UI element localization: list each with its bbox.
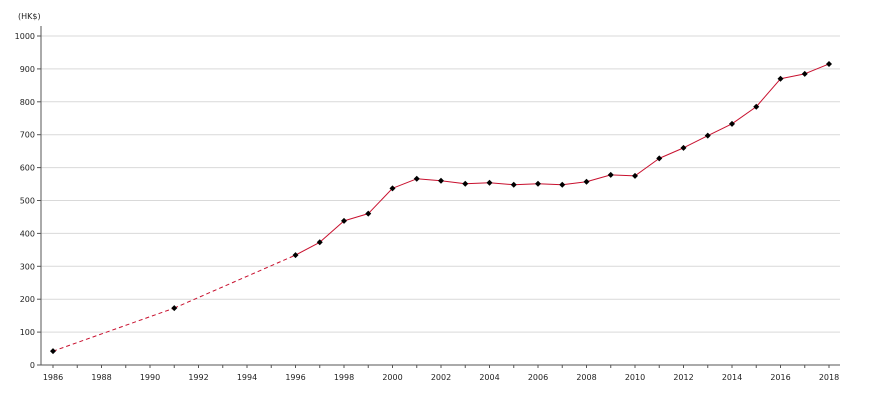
x-tick-label-2004: 2004 [479,373,499,382]
data-point-2010 [632,172,638,179]
data-point-1997 [316,239,323,246]
gridlines [41,35,840,333]
data-point-2005 [510,181,517,188]
x-tick-label-2018: 2018 [819,373,839,382]
data-point-2014 [729,120,735,127]
series-markers [50,60,832,355]
data-point-1998 [341,217,347,224]
series-segment-1996-1997 [295,241,320,256]
data-point-2003 [462,180,469,187]
series-segment-2000-2001 [392,178,417,189]
data-point-2002 [438,177,444,184]
series-segment-2003-2004 [465,182,490,185]
data-point-2013 [704,132,711,139]
x-tick-label-2014: 2014 [722,373,742,382]
data-point-2016 [777,75,784,82]
series-segment-2004-2005 [489,182,514,186]
series-segment-2001-2002 [416,178,442,182]
y-tick-label-100: 100 [20,328,35,337]
series-segment-2014-2015 [731,106,757,125]
series-segment-1986-1991 [52,307,175,352]
series-segment-2002-2003 [440,180,466,185]
series-segment-1998-1999 [343,213,369,222]
y-tick-label-600: 600 [20,164,35,173]
x-axis-ticks: 1986 1988 1990 1992 1994 1996 1998 2000 2002 2004… [43,365,839,382]
y-tick-label-300: 300 [20,262,35,271]
series-segment-2016-2017 [780,73,805,80]
x-tick-label-1996: 1996 [285,373,305,382]
series-segment-2010-2011 [634,157,660,177]
axes [40,26,840,366]
x-tick-label-1988: 1988 [91,373,111,382]
data-point-2006 [535,180,541,187]
series-segment-2006-2007 [537,183,563,186]
series-segment-1997-1998 [319,220,345,243]
x-tick-label-2006: 2006 [528,373,548,382]
x-tick-label-2016: 2016 [770,373,790,382]
x-tick-label-2008: 2008 [576,373,596,382]
data-point-2018 [826,60,832,67]
data-point-2008 [583,178,590,185]
x-tick-label-1990: 1990 [140,373,160,382]
data-point-2000 [389,185,396,192]
x-tick-label-1994: 1994 [237,373,257,382]
y-tick-label-400: 400 [20,229,35,238]
x-tick-label-1986: 1986 [43,373,63,382]
x-tick-label-2000: 2000 [382,373,402,382]
y-axis-ticks: 0 100 200 300 400 500 600 700 800 900 1000 [15,32,41,370]
y-tick-label-900: 900 [20,65,35,74]
series-segment-1991-1996 [174,254,296,309]
data-point-2011 [656,155,663,162]
series-segment-2017-2018 [804,63,830,75]
y-tick-label-700: 700 [20,131,35,140]
data-point-2017 [801,70,808,77]
series-segment-2013-2014 [707,123,733,137]
x-tick-label-1998: 1998 [334,373,354,382]
x-tick-label-2010: 2010 [625,373,645,382]
data-point-1991 [171,305,178,312]
series-segment-2011-2012 [659,147,684,159]
data-point-2004 [486,179,493,186]
data-point-2015 [753,103,760,110]
data-point-1996 [292,252,299,259]
series-segment-2009-2010 [610,174,636,177]
data-point-1986 [50,348,56,355]
series-segment-2015-2016 [755,78,781,108]
data-point-2012 [680,144,687,151]
y-tick-label-1000: 1000 [15,32,35,41]
data-point-2001 [413,175,420,182]
series-segment-1999-2000 [367,187,393,215]
x-tick-label-1992: 1992 [188,373,208,382]
series-segment-2012-2013 [683,135,708,149]
x-tick-label-2012: 2012 [673,373,693,382]
y-tick-label-200: 200 [20,295,35,304]
y-axis-unit-label: (HK$) [18,12,41,21]
series-segment-2005-2006 [513,183,539,186]
series-segment-2007-2008 [562,181,587,186]
y-tick-label-800: 800 [20,98,35,107]
y-tick-label-0: 0 [30,361,35,370]
data-point-2009 [607,171,614,178]
data-point-1999 [365,210,372,217]
x-tick-label-2002: 2002 [431,373,451,382]
y-tick-label-500: 500 [20,197,35,206]
series-segment-2008-2009 [586,174,611,183]
series-lines [52,63,830,352]
data-point-2007 [559,181,566,188]
